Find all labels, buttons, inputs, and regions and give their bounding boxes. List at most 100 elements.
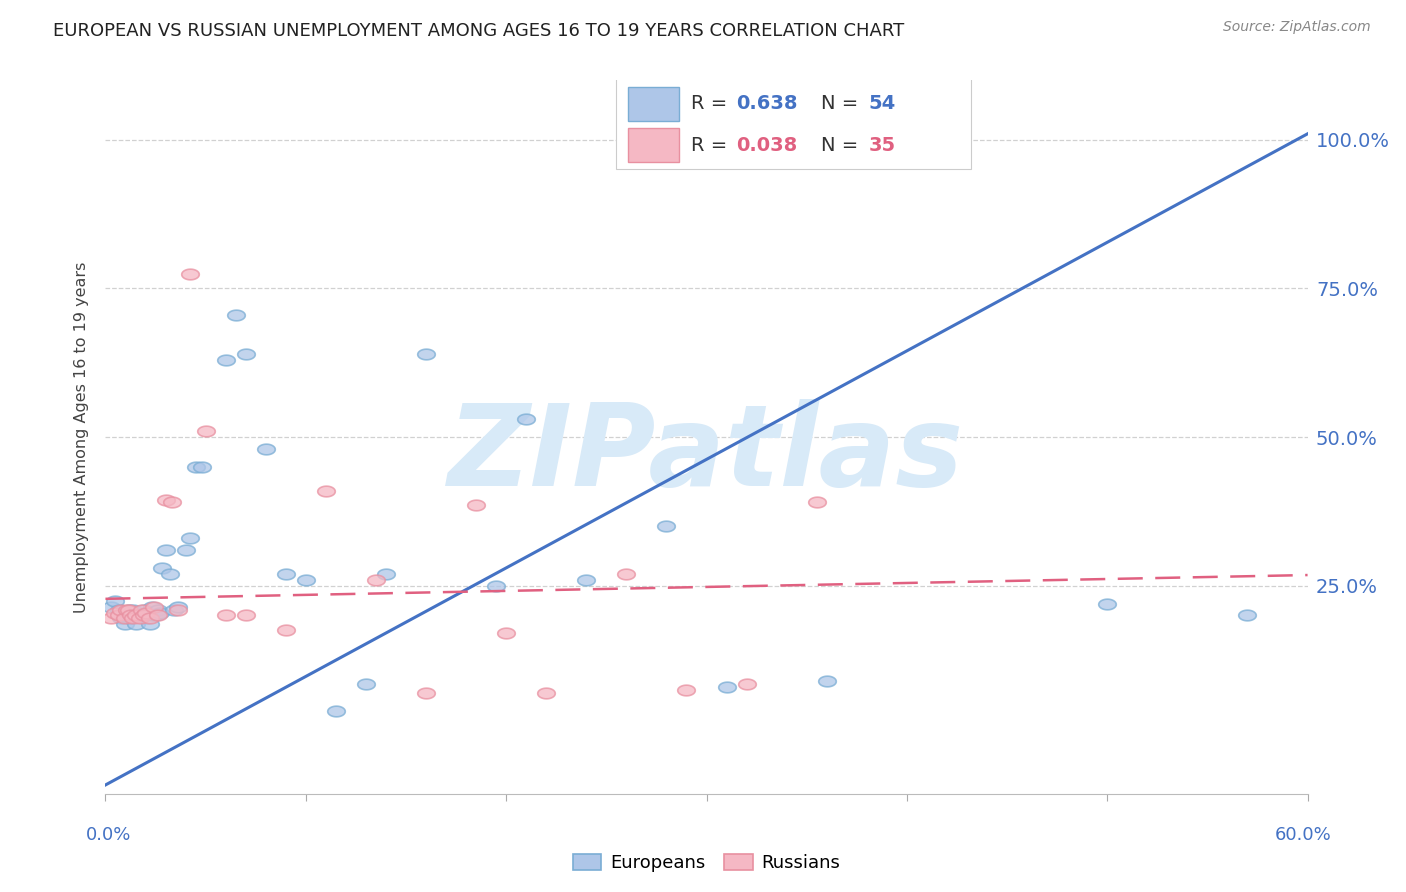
Point [315,483,337,498]
Point [142,608,165,623]
Point [534,686,557,700]
Text: Source: ZipAtlas.com: Source: ZipAtlas.com [1223,20,1371,34]
Point [135,606,157,620]
Point [184,459,207,474]
Point [616,566,638,581]
Point [118,602,141,616]
FancyBboxPatch shape [628,87,679,121]
Point [121,611,143,625]
Point [117,608,139,623]
Point [132,602,155,616]
Point [806,495,828,509]
Point [118,602,141,616]
Text: 0.038: 0.038 [737,136,797,154]
Point [155,492,177,507]
Text: ZIPatlas: ZIPatlas [449,400,965,510]
Point [124,608,146,623]
Point [121,608,143,623]
Point [146,602,169,616]
Text: 54: 54 [869,95,896,113]
Point [122,602,145,616]
Point [194,424,217,438]
Point [295,573,318,587]
Point [179,531,201,545]
Point [146,608,169,623]
Point [235,608,257,623]
Point [815,673,838,688]
Point [575,573,598,587]
Point [159,566,181,581]
Point [1236,608,1258,623]
Point [117,602,139,616]
Point [354,677,377,691]
Point [166,599,188,614]
Y-axis label: Unemployment Among Ages 16 to 19 years: Unemployment Among Ages 16 to 19 years [75,261,90,613]
Point [495,626,517,640]
Point [141,599,163,614]
Legend: Europeans, Russians: Europeans, Russians [564,845,849,881]
Point [131,602,153,616]
Point [214,352,236,367]
Point [136,608,159,623]
Point [135,611,157,625]
Point [124,608,146,623]
Point [142,599,165,614]
Point [135,608,157,623]
Text: N =: N = [821,95,865,113]
Point [118,611,141,625]
Point [150,561,173,575]
Point [415,347,437,361]
Point [132,608,155,623]
Point [374,566,398,581]
Point [110,611,132,625]
Point [128,611,150,625]
Text: R =: R = [690,136,734,154]
Point [145,608,167,623]
Point [160,495,183,509]
Point [274,624,297,638]
Point [112,608,135,623]
Point [114,617,136,632]
Point [174,543,197,558]
Point [148,606,170,620]
Point [485,579,508,593]
Point [515,412,537,426]
Point [127,608,149,623]
Point [325,704,347,718]
FancyBboxPatch shape [628,128,679,162]
Point [155,543,177,558]
Point [100,611,122,625]
Point [274,566,297,581]
Point [138,617,160,632]
Point [166,602,188,616]
Point [131,606,153,620]
Text: 35: 35 [869,136,896,154]
Point [465,499,488,513]
Point [1097,597,1119,611]
Text: EUROPEAN VS RUSSIAN UNEMPLOYMENT AMONG AGES 16 TO 19 YEARS CORRELATION CHART: EUROPEAN VS RUSSIAN UNEMPLOYMENT AMONG A… [53,22,904,40]
Point [716,680,738,694]
Point [675,682,697,697]
Text: 60.0%: 60.0% [1275,826,1331,844]
Point [138,611,160,625]
Point [128,608,150,623]
Point [110,602,132,616]
Point [124,617,146,632]
Text: N =: N = [821,136,865,154]
Point [114,611,136,625]
Point [179,267,201,281]
Point [364,573,387,587]
Point [162,602,184,616]
Point [655,519,678,533]
Text: 0.0%: 0.0% [86,826,131,844]
Point [254,442,277,456]
Point [214,608,236,623]
Point [104,606,127,620]
Point [108,608,131,623]
Text: 0.638: 0.638 [737,95,799,113]
Point [415,686,437,700]
Point [235,347,257,361]
Point [735,677,758,691]
Point [100,599,122,614]
Point [114,606,136,620]
